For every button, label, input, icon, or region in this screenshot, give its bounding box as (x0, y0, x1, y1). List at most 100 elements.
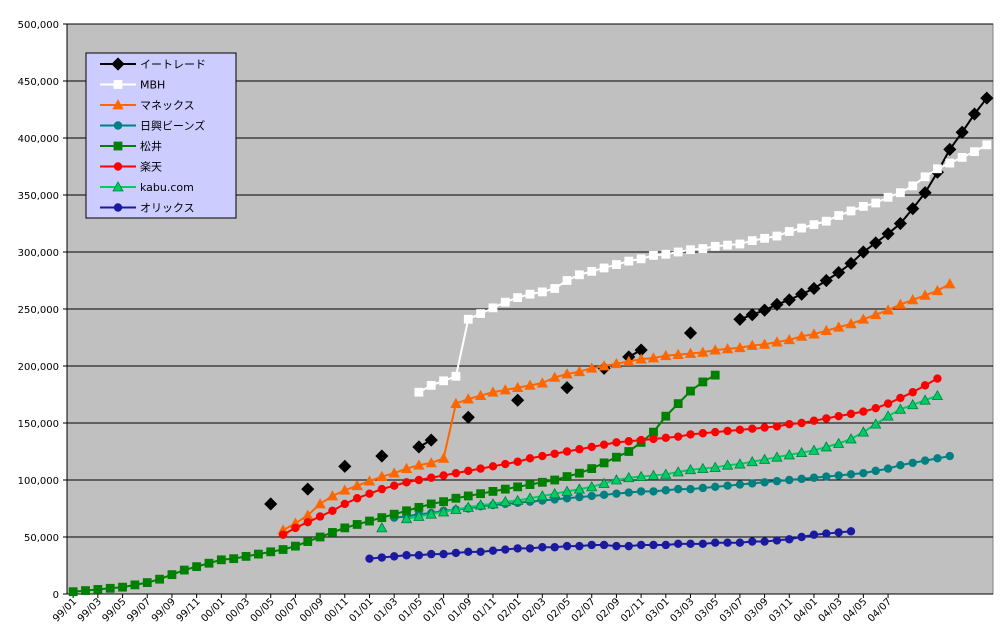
data-point (599, 263, 609, 273)
data-point (266, 547, 276, 557)
data-point (723, 240, 732, 250)
data-point (365, 516, 374, 526)
legend-swatch-marker (113, 203, 123, 212)
data-point (760, 478, 769, 487)
data-point (649, 487, 658, 496)
data-point (772, 536, 782, 545)
data-point (908, 181, 918, 191)
data-point (439, 376, 448, 386)
data-point (771, 336, 783, 347)
data-point (414, 551, 424, 560)
data-point (673, 432, 683, 441)
data-point (599, 540, 609, 550)
data-point (933, 454, 942, 463)
legend-item: kabu.com (100, 181, 194, 194)
data-point (711, 427, 720, 437)
data-point (424, 433, 438, 447)
data-point (661, 433, 671, 443)
legend-item: オリックス (100, 202, 195, 215)
data-point (377, 513, 387, 523)
data-point (920, 172, 930, 182)
y-tick-label: 50,000 (24, 533, 59, 544)
data-point (745, 308, 759, 322)
data-point (871, 403, 880, 413)
data-point (870, 418, 882, 429)
data-point (525, 289, 535, 299)
data-point (672, 348, 684, 360)
data-point (376, 522, 388, 533)
data-point (721, 459, 734, 470)
data-point (216, 555, 226, 565)
y-tick-label: 100,000 (18, 476, 59, 487)
data-point (673, 247, 683, 257)
data-point (907, 294, 919, 305)
x-tick-label: 04/03 (817, 596, 845, 624)
data-point (686, 245, 695, 255)
x-tick-label: 01/09 (446, 596, 474, 624)
data-point (474, 499, 487, 510)
data-point (130, 580, 140, 590)
data-point (698, 483, 708, 493)
data-point (352, 520, 362, 529)
data-point (612, 489, 621, 498)
data-point (982, 140, 992, 150)
data-point (735, 480, 745, 489)
legend-swatch-marker (113, 162, 123, 171)
data-point (832, 321, 845, 332)
data-point (845, 317, 857, 329)
data-point (538, 543, 547, 552)
data-point (414, 387, 424, 397)
data-point (931, 284, 944, 296)
data-point (820, 441, 832, 452)
data-point (315, 532, 325, 542)
data-point (464, 547, 473, 557)
data-point (264, 497, 278, 511)
data-point (400, 462, 413, 474)
data-point (698, 429, 708, 438)
data-point (105, 583, 115, 593)
data-point (610, 357, 623, 369)
data-point (871, 198, 881, 208)
data-point (758, 303, 772, 317)
data-point (735, 425, 745, 435)
data-point (538, 451, 547, 461)
data-point (957, 152, 967, 162)
y-tick-label: 200,000 (18, 362, 59, 373)
data-point (822, 529, 831, 538)
data-point (573, 483, 586, 494)
legend-swatch-marker (111, 57, 125, 71)
data-point (883, 399, 893, 408)
y-tick-label: 500,000 (18, 20, 59, 31)
x-tick-label: 01/11 (471, 596, 499, 624)
data-point (758, 453, 771, 464)
data-point (871, 466, 880, 476)
data-point (746, 455, 758, 467)
data-point (623, 471, 635, 483)
series-line (394, 455, 950, 519)
data-point (536, 490, 549, 501)
data-point (893, 216, 907, 231)
data-point (760, 537, 769, 546)
data-point (278, 530, 288, 539)
x-tick-label: 04/07 (866, 596, 894, 624)
data-point (142, 578, 152, 587)
data-point (562, 541, 572, 551)
data-point (783, 333, 795, 345)
legend-label: マネックス (140, 99, 195, 112)
data-point (945, 451, 954, 461)
data-point (340, 499, 349, 509)
data-point (772, 231, 782, 241)
data-point (772, 476, 782, 486)
legend-item: 楽天 (100, 161, 162, 174)
data-point (857, 313, 870, 324)
data-point (560, 381, 574, 395)
data-point (844, 256, 858, 270)
data-point (797, 418, 806, 428)
x-tick-label: 02/11 (619, 596, 647, 624)
data-point (451, 493, 461, 503)
legend-label: オリックス (140, 202, 195, 215)
data-point (661, 540, 671, 550)
data-point (649, 434, 658, 444)
